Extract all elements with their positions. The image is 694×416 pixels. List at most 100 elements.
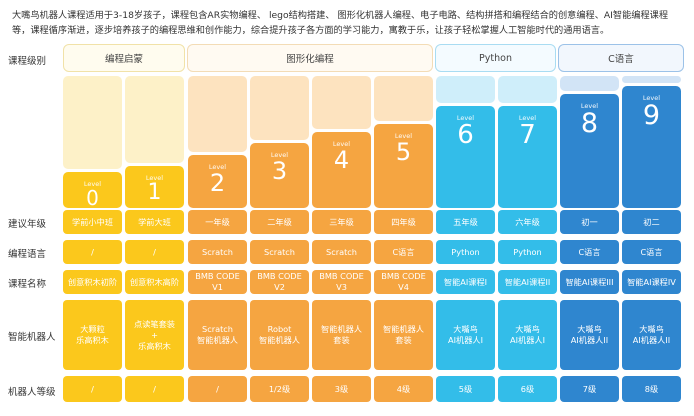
level-2-course: BMB CODE V1: [195, 271, 240, 292]
level-5-robot-line-2: 套装: [395, 335, 412, 345]
level-5-course-cell: BMB CODE V4: [374, 270, 433, 294]
level-7-robot-line-1: 大嘴鸟: [515, 324, 540, 334]
level-1-robot-level: /: [153, 383, 156, 394]
level-2-robot-level-cell: /: [188, 376, 247, 402]
level-9-grade: 初二: [643, 216, 660, 227]
level-8-language: C语言: [578, 246, 601, 257]
level-0-course-cell: 创意积木初阶: [63, 270, 122, 294]
level-1-robot-line-3: 乐高积木: [138, 340, 171, 351]
level-2-ghost: [188, 76, 247, 152]
level-6-grade: 五年级: [453, 216, 478, 227]
level-1-bar: Level 1: [125, 166, 184, 208]
group-header-enlightenment: 编程启蒙: [63, 44, 185, 72]
level-2-robot-line-2: 智能机器人: [197, 335, 238, 345]
level-2-grade: 一年级: [205, 216, 230, 227]
level-1-robot-level-cell: /: [125, 376, 184, 402]
level-0-grade-cell: 学前小中班: [63, 210, 122, 234]
row-label-language: 编程语言: [8, 249, 47, 260]
level-5-language-cell: C语言: [374, 240, 433, 264]
level-8-prefix: Level: [580, 102, 599, 110]
level-9-robot-cell: 大嘴鸟 AI机器人II: [622, 300, 681, 370]
row-label-robot: 智能机器人: [8, 332, 56, 343]
level-2-number: 2: [209, 169, 226, 197]
level-2-prefix: Level: [208, 163, 227, 171]
level-8-robot-level: 7级: [582, 383, 597, 394]
level-1-course-cell: 创意积木高阶: [125, 270, 184, 294]
level-7-language: Python: [513, 246, 542, 257]
row-label-course: 课程名称: [8, 279, 47, 290]
level-6-language-cell: Python: [436, 240, 495, 264]
group-header-c: C语言: [558, 44, 684, 72]
row-label-level: 课程级别: [8, 56, 47, 67]
level-2-grade-cell: 一年级: [188, 210, 247, 234]
level-6-robot-level-cell: 5级: [436, 376, 495, 402]
level-5-course: BMB CODE V4: [381, 271, 426, 292]
level-3-grade: 二年级: [267, 216, 292, 227]
level-7-robot-line-2: AI机器人I: [510, 335, 545, 345]
level-9-robot-line-1: 大嘴鸟: [639, 324, 664, 334]
level-2-robot-level: /: [216, 383, 219, 394]
level-0-prefix: Level: [83, 180, 102, 188]
level-5-language: C语言: [392, 246, 415, 257]
level-6-bar: Level 6: [436, 106, 495, 208]
level-4-number: 4: [333, 146, 350, 174]
level-0-bar: Level 0: [63, 172, 122, 208]
level-7-grade-cell: 六年级: [498, 210, 557, 234]
level-7-course: 智能AI课程II: [504, 276, 551, 287]
level-4-course-cell: BMB CODE V3: [312, 270, 371, 294]
level-8-robot-line-1: 大嘴鸟: [577, 324, 602, 334]
level-9-robot-line-2: AI机器人II: [632, 335, 671, 345]
level-8-robot-line-2: AI机器人II: [570, 335, 609, 345]
level-3-bar: Level 3: [250, 143, 309, 208]
row-label-robot-level: 机器人等级: [8, 387, 56, 398]
level-6-ghost: [436, 76, 495, 103]
level-3-course: BMB CODE V2: [257, 271, 302, 292]
level-6-robot-line-2: AI机器人I: [448, 335, 483, 345]
level-2-robot-line-1: Scratch: [202, 324, 233, 334]
level-9-language: C语言: [640, 246, 663, 257]
intro-paragraph: 大嘴鸟机器人课程适用于3-18岁孩子，课程包含AR实物编程、 lego结构搭建、…: [12, 10, 669, 36]
level-1-number: 1: [147, 180, 162, 205]
level-5-ghost: [374, 76, 433, 121]
level-1-language-cell: /: [125, 240, 184, 264]
level-5-prefix: Level: [394, 132, 413, 140]
level-5-number: 5: [395, 138, 412, 166]
level-6-robot-level: 5级: [458, 383, 473, 394]
level-5-robot-line-1: 智能机器人: [383, 324, 424, 334]
level-9-ghost: [622, 76, 681, 83]
level-0-grade: 学前小中班: [72, 216, 113, 227]
group-header-python: Python: [435, 44, 556, 72]
level-5-robot-cell: 智能机器人 套装: [374, 300, 433, 370]
level-1-robot-cell: 点读笔套装 + 乐高积木: [125, 300, 184, 370]
level-7-ghost: [498, 76, 557, 103]
level-3-course-cell: BMB CODE V2: [250, 270, 309, 294]
level-4-ghost: [312, 76, 371, 129]
level-9-course-cell: 智能AI课程IV: [622, 270, 681, 294]
level-1-language: /: [153, 246, 156, 257]
level-6-grade-cell: 五年级: [436, 210, 495, 234]
level-8-ghost: [560, 76, 619, 91]
level-5-bar: Level 5: [374, 124, 433, 208]
level-6-course-cell: 智能AI课程I: [436, 270, 495, 294]
level-7-course-cell: 智能AI课程II: [498, 270, 557, 294]
level-2-bar: Level 2: [188, 155, 247, 208]
level-3-prefix: Level: [270, 151, 289, 159]
level-1-grade: 学前大班: [138, 216, 171, 227]
level-4-grade-cell: 三年级: [312, 210, 371, 234]
level-7-grade: 六年级: [515, 216, 540, 227]
level-8-grade: 初一: [581, 216, 598, 227]
level-7-robot-level: 6级: [520, 383, 535, 394]
level-9-robot-level: 8级: [644, 383, 659, 394]
level-3-robot-cell: Robot 智能机器人: [250, 300, 309, 370]
level-0-robot-cell: 大颗粒 乐高积木: [63, 300, 122, 370]
level-4-grade: 三年级: [329, 216, 354, 227]
level-4-robot-level: 3级: [334, 383, 349, 394]
level-6-prefix: Level: [456, 114, 475, 122]
level-0-robot-line-1: 大颗粒: [80, 324, 105, 334]
level-7-number: 7: [519, 120, 536, 150]
level-2-language-cell: Scratch: [188, 240, 247, 264]
level-0-robot-level-cell: /: [63, 376, 122, 402]
level-3-grade-cell: 二年级: [250, 210, 309, 234]
level-1-robot-line-2: +: [151, 329, 158, 340]
level-6-robot-line-1: 大嘴鸟: [453, 324, 478, 334]
